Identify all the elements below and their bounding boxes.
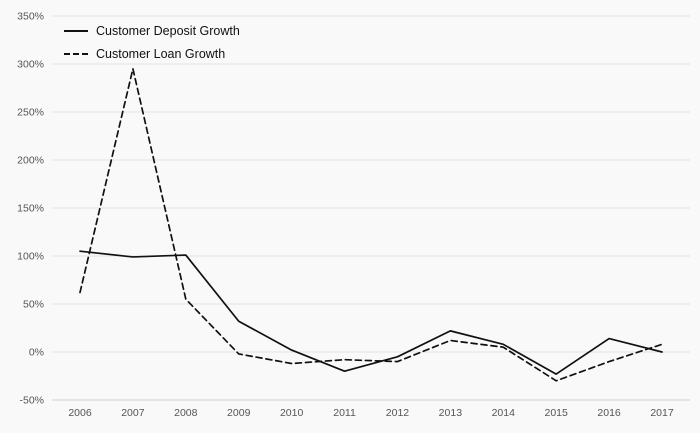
x-tick-label: 2008 — [174, 407, 198, 419]
dashed-line-icon — [64, 53, 88, 55]
series-line-solid — [79, 250, 663, 375]
series-line-dashed — [79, 67, 663, 382]
chart-legend: Customer Deposit Growth Customer Loan Gr… — [64, 24, 240, 61]
y-tick-label: 350% — [17, 11, 44, 23]
x-tick-label: 2009 — [227, 407, 251, 419]
x-tick-label: 2013 — [439, 407, 463, 419]
legend-label: Customer Deposit Growth — [96, 24, 240, 38]
x-tick-label: 2012 — [386, 407, 410, 419]
y-tick-label: 250% — [17, 107, 44, 119]
x-tick-label: 2010 — [280, 407, 304, 419]
x-tick-label: 2017 — [650, 407, 674, 419]
legend-item-loan-growth: Customer Loan Growth — [64, 47, 240, 61]
x-tick-label: 2015 — [545, 407, 569, 419]
y-tick-label: 50% — [23, 299, 44, 311]
x-tick-label: 2006 — [68, 407, 92, 419]
y-tick-label: 0% — [29, 347, 44, 359]
x-tick-label: 2007 — [121, 407, 145, 419]
x-tick-label: 2014 — [492, 407, 516, 419]
y-tick-label: 150% — [17, 203, 44, 215]
y-tick-label: -50% — [19, 395, 44, 407]
x-tick-label: 2011 — [333, 407, 356, 419]
y-tick-label: 100% — [17, 251, 44, 263]
solid-line-icon — [64, 30, 88, 32]
y-tick-label: 200% — [17, 155, 44, 167]
legend-item-deposit-growth: Customer Deposit Growth — [64, 24, 240, 38]
legend-label: Customer Loan Growth — [96, 47, 226, 61]
y-tick-label: 300% — [17, 59, 44, 71]
x-tick-label: 2016 — [597, 407, 621, 419]
